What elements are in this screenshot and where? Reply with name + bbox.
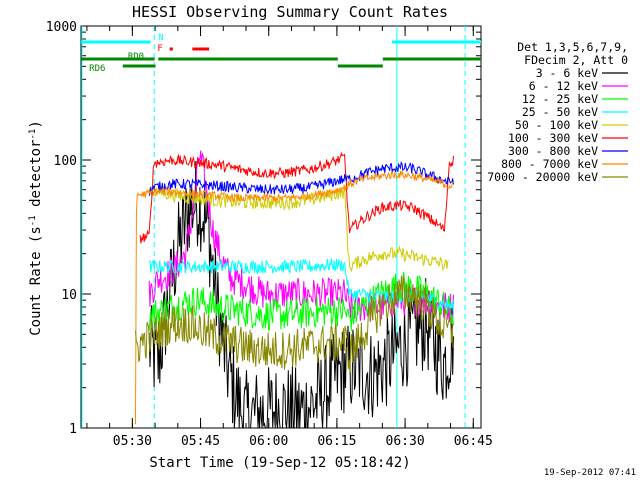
flag-label: RD0 — [128, 52, 144, 62]
legend-entry-label: 6 - 12 keV — [529, 79, 598, 93]
y-axis-label-end: ) — [28, 120, 44, 128]
flag-label: F — [157, 44, 162, 54]
y-axis-label-exp1: -1 — [28, 215, 38, 226]
series-line-7 — [135, 170, 454, 425]
legend-entry-label: 300 - 800 keV — [508, 144, 598, 158]
series-line-4 — [148, 185, 449, 273]
series-line-0 — [148, 160, 454, 429]
x-tick-label: 06:30 — [386, 434, 425, 449]
legend-header: FDecim 2, Att 0 — [524, 53, 628, 67]
y-tick-label: 100 — [54, 154, 77, 169]
plot-frame — [80, 25, 482, 429]
chart-title: HESSI Observing Summary Count Rates — [132, 3, 448, 21]
y-tick-label: 1 — [69, 422, 77, 437]
footer-timestamp: 19-Sep-2012 07:41 — [544, 468, 636, 478]
flag-label: RD6 — [89, 64, 105, 74]
x-tick-label: 05:30 — [113, 434, 152, 449]
x-tick-label: 06:00 — [249, 434, 288, 449]
legend-entry-label: 100 - 300 keV — [508, 131, 598, 145]
series-lines — [135, 150, 454, 429]
y-axis-label-mid: detector — [28, 140, 44, 216]
series-line-8 — [135, 275, 454, 373]
y-axis-label-main: Count Rate (s — [28, 226, 44, 336]
x-tick-label: 06:15 — [317, 434, 356, 449]
legend-entry-label: 800 - 7000 keV — [501, 157, 598, 171]
legend: Det 1,3,5,6,7,9,FDecim 2, Att 03 - 6 keV… — [487, 40, 628, 184]
axes-frame — [80, 25, 482, 429]
series-line-6 — [148, 161, 454, 196]
y-axis-label-exp2: -1 — [28, 129, 38, 140]
y-tick-label: 1000 — [46, 20, 77, 35]
flag-label: N — [158, 33, 163, 43]
legend-entry-label: 12 - 25 keV — [522, 92, 598, 106]
flag-bars: NF RD0 RD6 — [81, 26, 481, 428]
x-tick-label: 06:45 — [454, 434, 493, 449]
legend-entry-label: 25 - 50 keV — [522, 105, 598, 119]
x-axis-label: Start Time (19-Sep-12 05:18:42) — [149, 455, 410, 471]
legend-entry-label: 3 - 6 keV — [536, 66, 598, 80]
legend-entry-label: 50 - 100 keV — [515, 118, 598, 132]
tick-labels: 05:30 05:45 06:00 06:15 06:30 06:45 1 10 100 1000 — [46, 20, 493, 449]
x-tick-label: 05:45 — [181, 434, 220, 449]
y-tick-label: 10 — [61, 288, 77, 303]
legend-header: Det 1,3,5,6,7,9, — [517, 40, 628, 54]
series-line-5 — [139, 151, 454, 244]
legend-entry-label: 7000 - 20000 keV — [487, 170, 598, 184]
y-axis-label: Count Rate (s-1 detector-1) — [28, 120, 44, 336]
